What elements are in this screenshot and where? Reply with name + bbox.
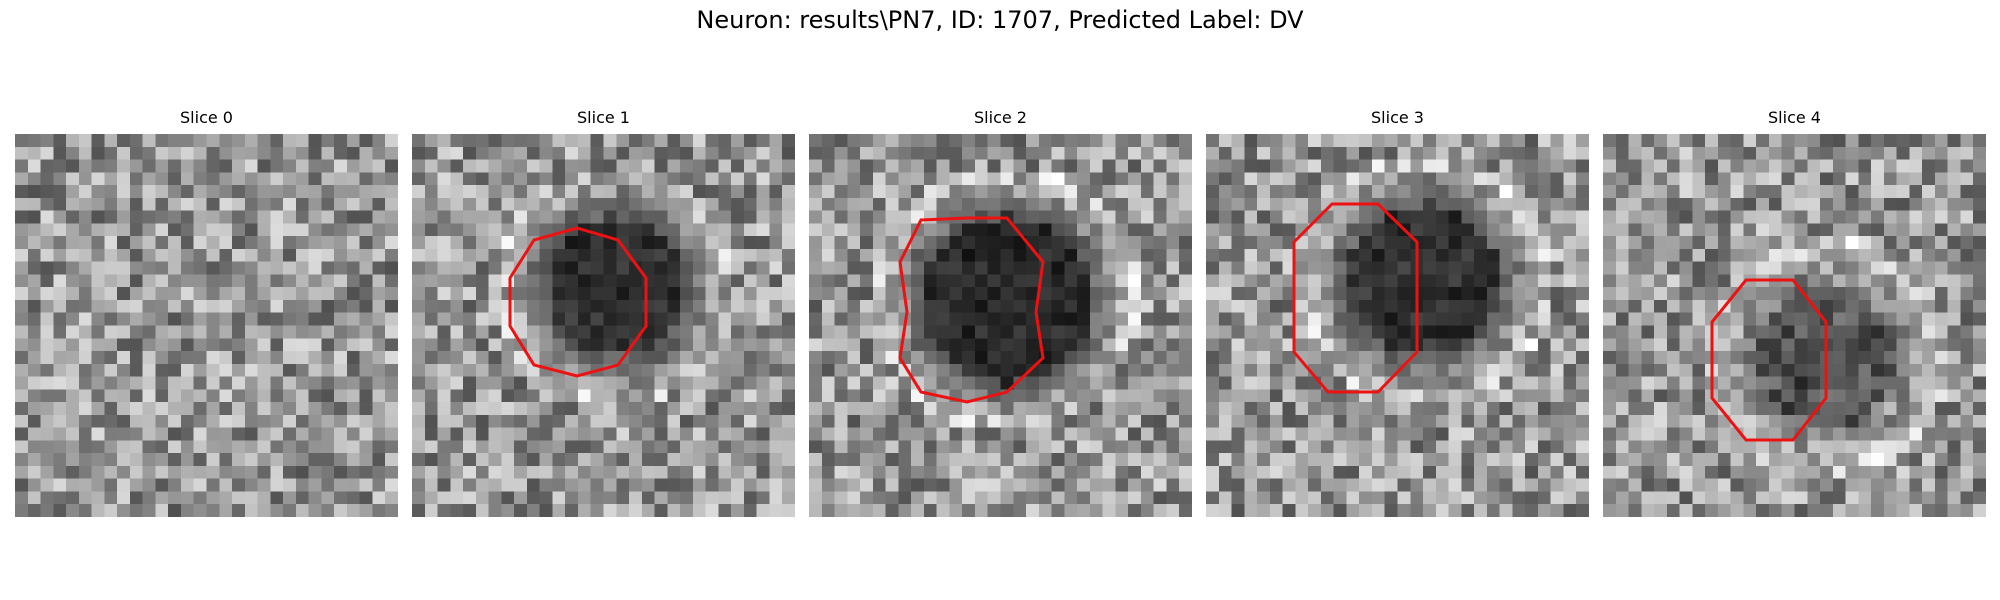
figure-title: Neuron: results\PN7, ID: 1707, Predicted… (696, 6, 1304, 34)
slice-image (1603, 134, 1986, 517)
slice-panel-0: Slice 0 (15, 108, 398, 518)
neuron-outline (508, 226, 648, 378)
slice-title: Slice 2 (974, 108, 1027, 127)
slice-title: Slice 1 (577, 108, 630, 127)
octagon-outline (508, 226, 648, 378)
neuron-outline (1710, 278, 1828, 442)
octagon-outline (898, 216, 1045, 404)
slice-image (15, 134, 398, 517)
slice-title: Slice 0 (180, 108, 233, 127)
neuron-outline (1292, 202, 1419, 394)
slice-panel-3: Slice 3 (1206, 108, 1589, 518)
neuron-outline (898, 216, 1045, 404)
slice-title: Slice 4 (1768, 108, 1821, 127)
slice-title: Slice 3 (1371, 108, 1424, 127)
slice-image (1206, 134, 1589, 517)
slice-panel-1: Slice 1 (412, 108, 795, 518)
octagon-outline (1292, 202, 1419, 394)
slice-image (412, 134, 795, 517)
octagon-outline (1710, 278, 1828, 442)
slice-panel-2: Slice 2 (809, 108, 1192, 518)
slice-image (809, 134, 1192, 517)
slice-panel-4: Slice 4 (1603, 108, 1986, 518)
